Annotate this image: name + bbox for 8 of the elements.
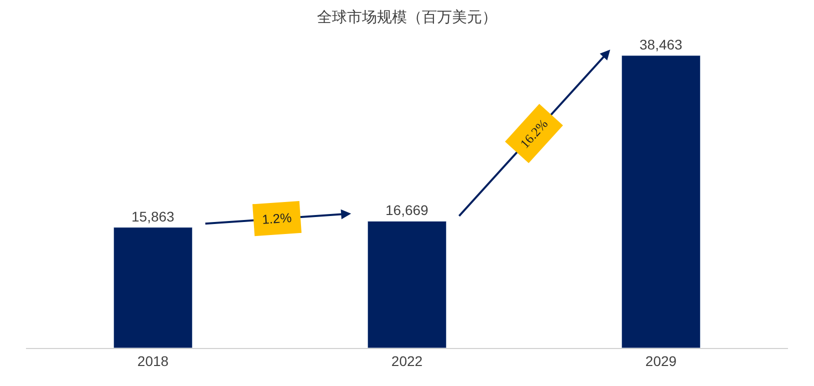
x-tick-label: 2022 bbox=[391, 352, 423, 369]
data-label: 15,863 bbox=[131, 208, 175, 224]
x-tick-label: 2018 bbox=[137, 352, 169, 369]
chart-title: 全球市场规模（百万美元） bbox=[317, 8, 497, 26]
data-label: 16,669 bbox=[385, 202, 429, 218]
x-tick-label: 2029 bbox=[645, 352, 677, 369]
data-label: 38,463 bbox=[639, 36, 683, 52]
annotation: 1.2% bbox=[262, 210, 293, 228]
